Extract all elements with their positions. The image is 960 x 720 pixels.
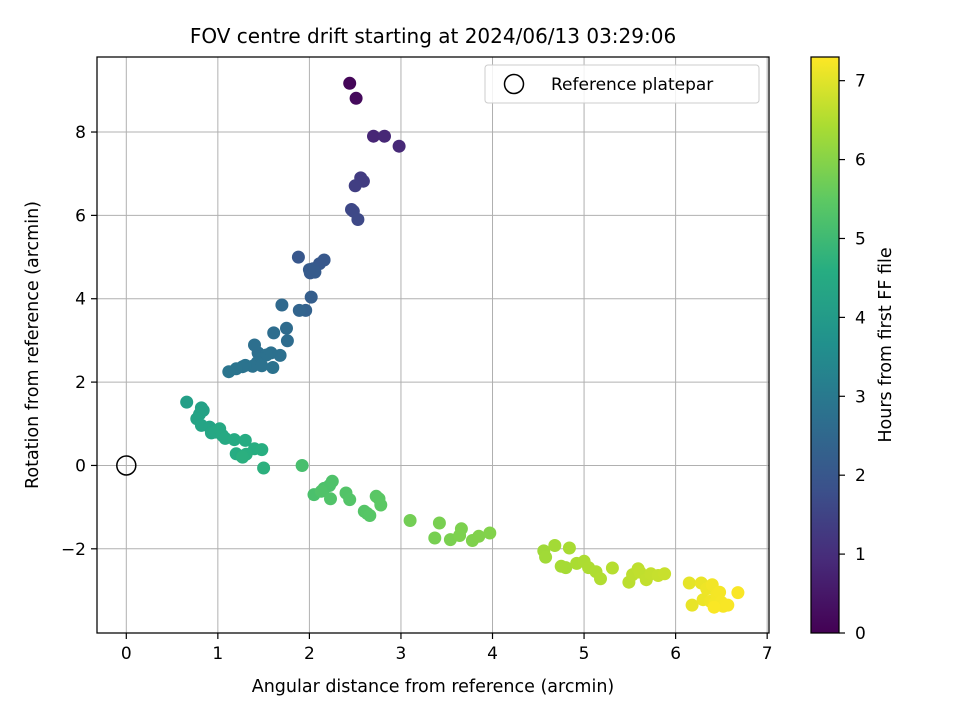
x-axis-ticks: 0 1 2 3 4 5 6 7 (121, 633, 773, 664)
data-point (548, 539, 562, 552)
data-point (731, 586, 745, 600)
x-tick-label: 4 (487, 644, 498, 664)
data-point (472, 529, 486, 543)
data-point (302, 263, 316, 277)
data-point (348, 179, 362, 193)
data-point (227, 433, 241, 447)
data-point (255, 359, 269, 373)
x-axis-label: Angular distance from reference (arcmin) (252, 677, 615, 697)
x-tick-label: 7 (762, 644, 773, 664)
data-point (325, 474, 339, 488)
y-tick-label: 6 (75, 206, 86, 226)
x-tick-label: 3 (396, 644, 407, 664)
data-point (257, 461, 271, 475)
data-point (605, 561, 619, 575)
data-point (658, 567, 672, 581)
data-point (483, 526, 497, 540)
data-point (594, 572, 607, 586)
data-point (180, 395, 194, 409)
data-point (721, 598, 735, 612)
data-point (367, 129, 380, 143)
y-tick-label: 0 (75, 456, 86, 476)
y-tick-label: 4 (75, 290, 86, 310)
colorbar-tick-label: 1 (855, 545, 866, 565)
colorbar-tick-label: 5 (855, 229, 866, 249)
colorbar-tick-label: 7 (855, 72, 866, 92)
data-point (222, 365, 236, 379)
data-point (713, 585, 727, 599)
x-tick-label: 5 (579, 644, 590, 664)
colorbar-frame (810, 56, 840, 634)
colorbar: 0 1 2 3 4 5 6 7 Hours from first FF file (810, 56, 896, 644)
data-point (378, 129, 391, 143)
colorbar-tick-label: 2 (855, 466, 866, 486)
data-point (280, 334, 294, 348)
data-point (351, 213, 365, 226)
data-point (403, 514, 417, 527)
plot-frame (96, 56, 770, 634)
data-point (324, 492, 337, 506)
colorbar-ticks: 0 1 2 3 4 5 6 7 (839, 72, 866, 644)
data-point (255, 443, 269, 457)
y-tick-label: −2 (61, 540, 86, 560)
data-point (363, 509, 377, 522)
x-tick-label: 0 (121, 644, 132, 664)
data-point (432, 516, 446, 530)
x-tick-label: 1 (212, 644, 223, 664)
y-tick-label: 8 (75, 123, 86, 143)
data-point (266, 361, 280, 374)
data-points (180, 76, 745, 614)
x-tick-label: 6 (670, 644, 681, 664)
data-point (275, 298, 289, 312)
data-point (349, 91, 363, 105)
x-tick-label: 2 (304, 644, 315, 664)
legend: Reference platepar (484, 64, 760, 104)
colorbar-tick-label: 4 (855, 308, 866, 328)
grid-lines (97, 57, 769, 633)
reference-point-marker (116, 455, 137, 476)
colorbar-gradient (811, 57, 839, 633)
data-point (295, 459, 309, 472)
data-point (374, 498, 388, 512)
data-point (280, 321, 293, 335)
colorbar-tick-label: 3 (855, 387, 866, 407)
reference-marker (116, 455, 137, 476)
data-point (248, 338, 261, 352)
data-point (685, 598, 699, 612)
data-point (267, 326, 281, 340)
data-point (291, 250, 305, 264)
data-point (238, 433, 252, 447)
data-point (304, 290, 318, 304)
y-axis-ticks: −2 0 2 4 6 8 (61, 123, 97, 560)
data-point (539, 550, 553, 564)
data-point (428, 531, 442, 545)
chart-title: FOV centre drift starting at 2024/06/13 … (190, 24, 676, 48)
data-point (392, 139, 406, 153)
legend-box (484, 64, 760, 104)
data-point (343, 493, 357, 507)
colorbar-tick-label: 0 (855, 624, 866, 644)
data-point (707, 600, 721, 614)
data-point (292, 303, 306, 317)
data-point (236, 450, 250, 464)
colorbar-label: Hours from first FF file (876, 247, 896, 442)
data-point (314, 484, 328, 498)
y-tick-label: 2 (75, 373, 86, 393)
legend-marker-icon (503, 73, 525, 95)
data-point (343, 76, 357, 90)
data-point (682, 576, 696, 590)
y-axis-label: Rotation from reference (arcmin) (23, 201, 43, 489)
legend-entry-label: Reference platepar (551, 75, 713, 95)
colorbar-tick-label: 6 (855, 151, 866, 171)
data-point (453, 529, 467, 542)
data-point (554, 559, 568, 573)
data-point (562, 541, 576, 555)
